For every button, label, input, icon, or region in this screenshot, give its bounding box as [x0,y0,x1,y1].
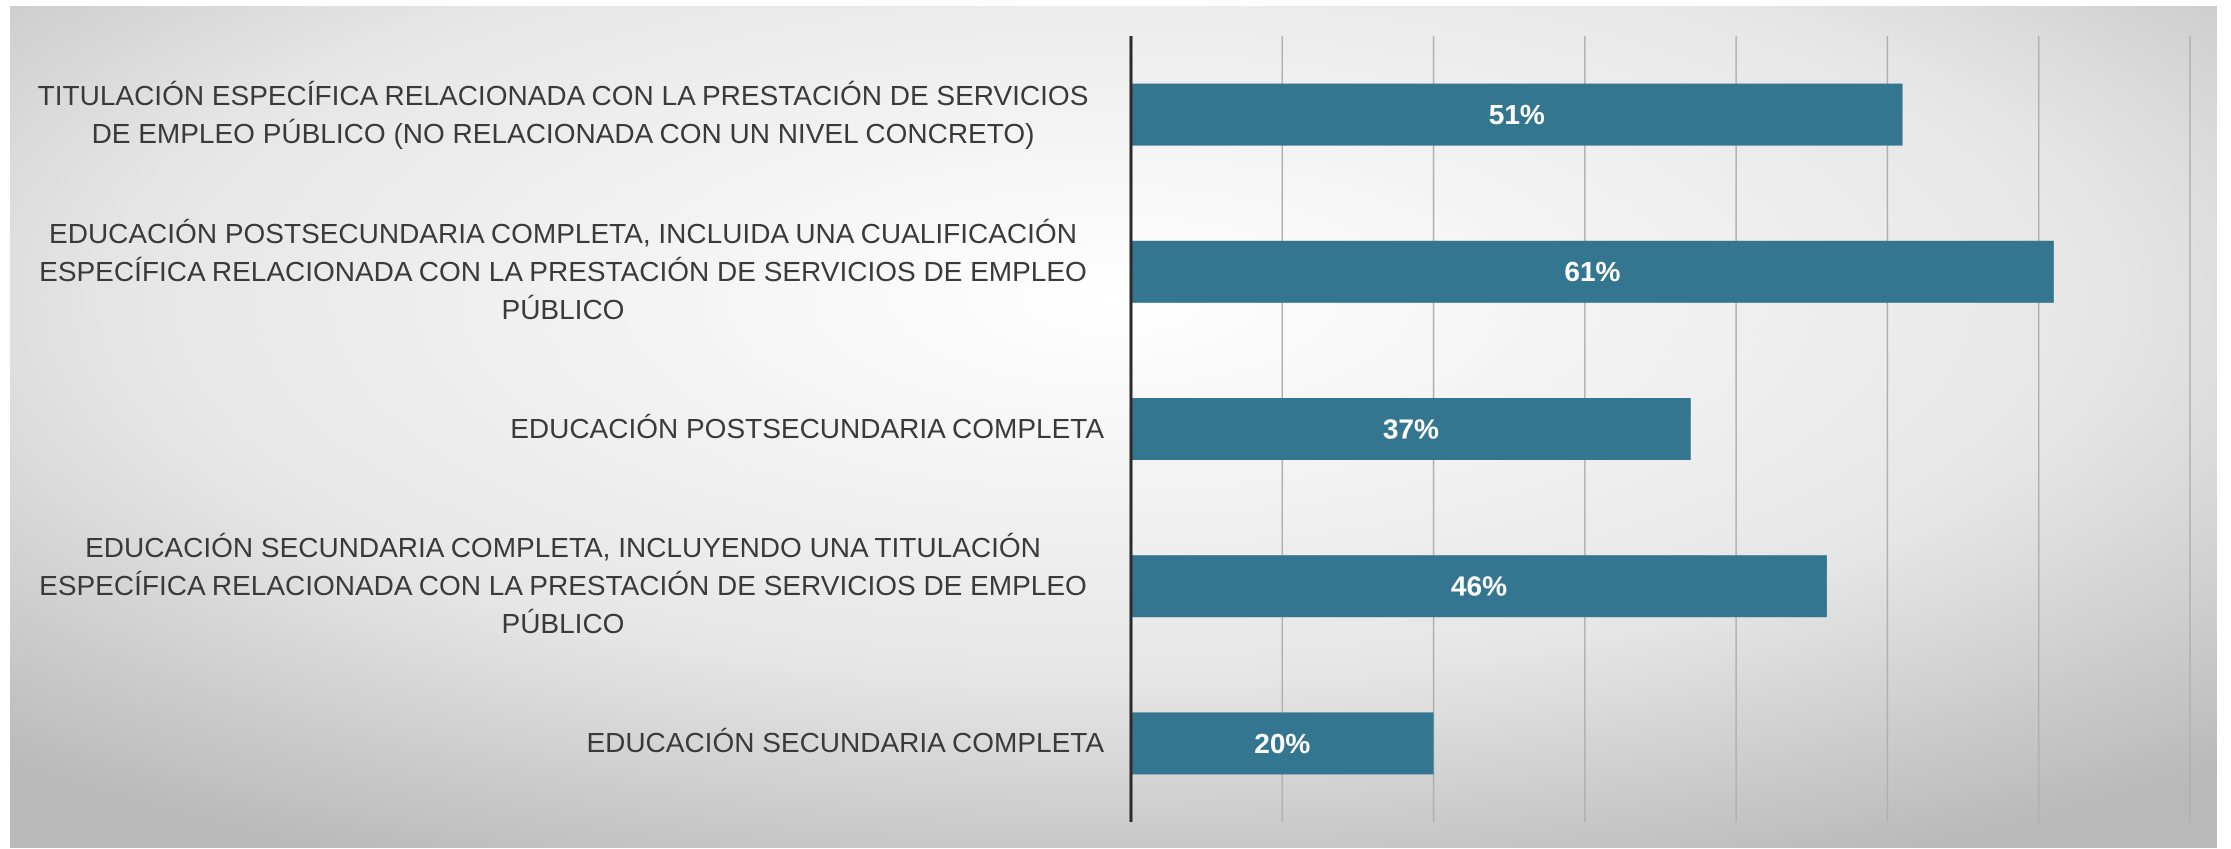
category-label: EDUCACIÓN SECUNDARIA COMPLETA, INCLUYEND… [39,532,1087,640]
value-label: 37% [1383,413,1439,444]
category-label-wrap: EDUCACIÓN POSTSECUNDARIA COMPLETA [22,350,1104,507]
category-label-wrap: EDUCACIÓN POSTSECUNDARIA COMPLETA, INCLU… [22,193,1104,350]
category-label: EDUCACIÓN POSTSECUNDARIA COMPLETA, INCLU… [39,217,1087,325]
bar [1131,240,2054,303]
bar [1131,555,1827,618]
bar [1131,83,1903,146]
value-label: 61% [1564,256,1620,287]
bar [1131,712,1434,775]
category-label-box: EDUCACIÓN POSTSECUNDARIA COMPLETA, INCLU… [22,193,1104,350]
category-label-box: TITULACIÓN ESPECÍFICA RELACIONADA CON LA… [22,36,1104,193]
category-label-box: EDUCACIÓN SECUNDARIA COMPLETA [22,665,1104,822]
chart-background [10,6,2217,848]
category-label-wrap: EDUCACIÓN SECUNDARIA COMPLETA, INCLUYEND… [22,508,1104,665]
category-label-wrap: EDUCACIÓN SECUNDARIA COMPLETA [22,665,1104,822]
category-label-box: EDUCACIÓN POSTSECUNDARIA COMPLETA [22,350,1104,507]
value-label: 20% [1254,728,1310,759]
value-label: 51% [1489,99,1545,130]
bar [1131,398,1691,460]
value-label: 46% [1451,571,1507,602]
category-label: EDUCACIÓN SECUNDARIA COMPLETA [586,727,1104,759]
category-label-box: EDUCACIÓN SECUNDARIA COMPLETA, INCLUYEND… [22,508,1104,665]
category-label: TITULACIÓN ESPECÍFICA RELACIONADA CON LA… [37,79,1089,149]
category-label: EDUCACIÓN POSTSECUNDARIA COMPLETA [510,412,1104,444]
category-label-wrap: TITULACIÓN ESPECÍFICA RELACIONADA CON LA… [22,36,1104,193]
